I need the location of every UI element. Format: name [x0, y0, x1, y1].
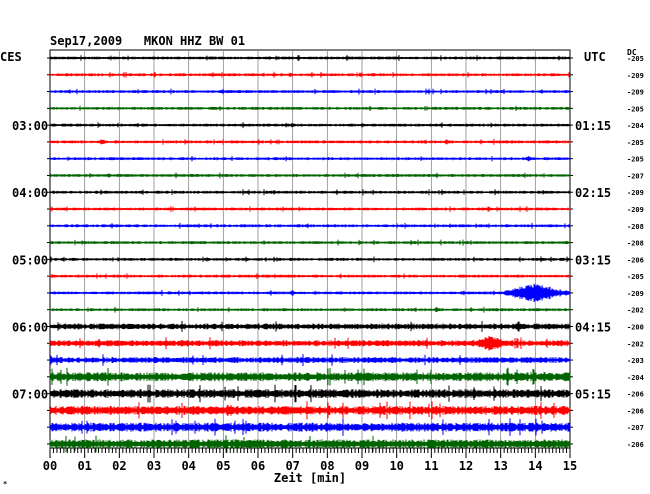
x-tick-label: 11	[424, 459, 438, 473]
left-hour-label: 03:00	[12, 119, 48, 133]
x-tick-label: 08	[320, 459, 334, 473]
x-tick-label: 13	[493, 459, 507, 473]
chart-title: Sep17,2009 MKON HHZ BW 01	[50, 34, 246, 48]
right-hour-label: 01:15	[575, 119, 611, 133]
dc-value-label: -206	[627, 256, 644, 264]
x-tick-label: 04	[181, 459, 195, 473]
dc-value-label: -205	[627, 156, 644, 164]
left-timezone-label: CES	[0, 50, 22, 64]
dc-value-label: -208	[627, 223, 644, 231]
right-hour-label: 02:15	[575, 186, 611, 200]
right-hour-label: 03:15	[575, 253, 611, 267]
x-tick-label: 07	[285, 459, 299, 473]
x-tick-label: 02	[112, 459, 126, 473]
x-tick-label: 15	[563, 459, 577, 473]
dc-value-label: -209	[627, 206, 644, 214]
left-hour-label: 07:00	[12, 388, 48, 402]
left-hour-label: 04:00	[12, 186, 48, 200]
right-hour-label: 04:15	[575, 320, 611, 334]
x-tick-label: 05	[216, 459, 230, 473]
corner-mark: *	[3, 480, 7, 488]
dc-value-label: -207	[627, 424, 644, 432]
x-tick-label: 01	[77, 459, 91, 473]
dc-label: DC	[627, 48, 637, 57]
dc-value-label: -204	[627, 122, 644, 130]
x-axis-label: Zeit [min]	[274, 471, 346, 485]
plot-frame	[49, 49, 571, 449]
dc-value-label: -209	[627, 89, 644, 97]
dc-value-label: -205	[627, 105, 644, 113]
x-axis: 00 01 02 03 04 05 06 07 08 09 10 11 12 13 14 15	[43, 448, 577, 473]
hour-labels: 03:00 04:00 05:00 06:00 07:00 01:15 02:15 03:15…	[12, 119, 611, 401]
dc-value-label: -206	[627, 441, 644, 449]
dc-value-label: -209	[627, 290, 644, 298]
x-tick-label: 00	[43, 459, 57, 473]
dc-value-label: -206	[627, 391, 644, 399]
dc-value-label: -209	[627, 189, 644, 197]
dc-value-label: -206	[627, 407, 644, 415]
x-tick-label: 12	[459, 459, 473, 473]
x-tick-label: 06	[251, 459, 265, 473]
dc-value-label: -205	[627, 55, 644, 63]
dc-value-label: -205	[627, 139, 644, 147]
trace-group: -205 -209 -209 -205 -204 -205 -205 -207 -209 -209…	[47, 55, 644, 453]
dc-value-label: -202	[627, 307, 644, 315]
x-tick-label: 14	[528, 459, 542, 473]
x-tick-label: 09	[355, 459, 369, 473]
left-hour-label: 05:00	[12, 253, 48, 267]
dc-value-label: -203	[627, 357, 644, 365]
dc-value-label: -208	[627, 240, 644, 248]
left-hour-label: 06:00	[12, 320, 48, 334]
dc-value-label: -205	[627, 273, 644, 281]
x-tick-label: 03	[147, 459, 161, 473]
right-hour-label: 05:15	[575, 388, 611, 402]
dc-value-label: -209	[627, 72, 644, 80]
dc-value-label: -200	[627, 323, 644, 331]
right-timezone-label: UTC	[584, 50, 606, 64]
dc-value-label: -204	[627, 374, 644, 382]
dc-value-label: -202	[627, 340, 644, 348]
dc-value-label: -207	[627, 172, 644, 180]
x-tick-label: 10	[389, 459, 403, 473]
